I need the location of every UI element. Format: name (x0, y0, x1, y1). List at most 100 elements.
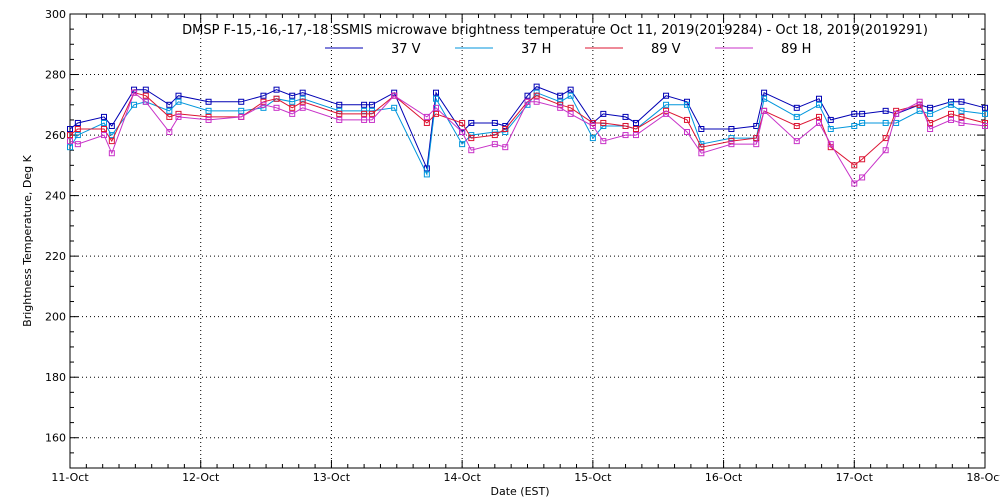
data-point (815, 101, 822, 108)
data-point (108, 138, 115, 145)
data-point (368, 110, 375, 117)
data-point (948, 110, 955, 117)
plot-frame (69, 13, 986, 469)
y-tick-label: 240 (45, 190, 66, 203)
legend-label: 89 H (781, 42, 811, 57)
data-point (567, 86, 574, 93)
data-point (166, 113, 173, 120)
data-point (238, 98, 245, 105)
data-point (683, 129, 690, 136)
data-point (423, 171, 430, 178)
data-point (299, 104, 306, 111)
data-point (433, 110, 439, 117)
data-point (632, 119, 639, 126)
y-tick-label: 180 (45, 371, 66, 384)
data-point (74, 119, 81, 126)
data-point (289, 110, 296, 117)
data-point (131, 101, 138, 108)
data-point (761, 107, 768, 114)
data-point (175, 98, 182, 105)
data-point (336, 110, 343, 117)
data-point (166, 107, 173, 114)
data-point (205, 98, 212, 105)
data-point (859, 119, 866, 126)
data-point (289, 98, 296, 105)
data-point (893, 110, 900, 117)
y-tick-label: 260 (45, 129, 66, 142)
data-point (567, 104, 574, 111)
data-point (958, 119, 965, 126)
legend-label: 37 V (391, 42, 421, 57)
data-point (663, 92, 670, 99)
data-point (600, 119, 607, 126)
data-point (289, 104, 296, 111)
data-point (859, 174, 866, 181)
x-tick-label: 17-Oct (836, 471, 874, 484)
data-point (927, 126, 934, 133)
data-point (273, 104, 280, 111)
x-tick-label: 16-Oct (705, 471, 743, 484)
data-point (74, 126, 81, 133)
data-point (589, 122, 596, 129)
data-point (108, 122, 115, 129)
data-point (982, 119, 988, 126)
data-point (142, 86, 149, 93)
data-point (882, 135, 889, 142)
data-point (289, 92, 296, 99)
series-37-h (67, 89, 988, 178)
data-point (205, 116, 212, 123)
data-point (391, 92, 398, 99)
data-point (67, 132, 73, 139)
data-point (728, 141, 735, 148)
data-point (433, 89, 439, 96)
data-point (567, 110, 574, 117)
data-point (491, 119, 498, 126)
data-point (260, 98, 267, 105)
data-point (982, 104, 988, 111)
data-point (622, 113, 629, 120)
x-tick-label: 14-Oct (443, 471, 481, 484)
data-point (336, 101, 343, 108)
data-point (793, 113, 800, 120)
data-point (948, 101, 955, 108)
data-point (851, 122, 858, 129)
series-89-h (67, 89, 988, 187)
data-point (368, 101, 375, 108)
data-point (600, 110, 607, 117)
x-tick-label: 15-Oct (574, 471, 612, 484)
data-point (982, 110, 988, 117)
data-point (958, 107, 965, 114)
data-point (728, 135, 735, 142)
data-point (336, 107, 343, 114)
legend: 37 V 37 H 89 V 89 H (325, 42, 811, 57)
data-point (433, 95, 439, 102)
data-point (567, 92, 574, 99)
data-point (459, 119, 466, 126)
data-point (468, 147, 475, 154)
data-point (663, 101, 670, 108)
data-point (459, 129, 466, 136)
data-point (391, 104, 398, 111)
data-point (238, 107, 245, 114)
y-tick-labels: 160 180 200 220 240 260 280 300 (45, 8, 66, 445)
data-point (927, 110, 934, 117)
axis-ticks (69, 13, 986, 469)
data-point (100, 132, 107, 139)
data-point (851, 110, 858, 117)
data-point (632, 126, 639, 133)
data-point (131, 89, 138, 96)
y-tick-label: 280 (45, 69, 66, 82)
series-line (69, 91, 986, 185)
data-point (491, 141, 498, 148)
data-point (793, 138, 800, 145)
data-point (753, 135, 760, 142)
data-point (175, 92, 182, 99)
data-point (728, 126, 735, 133)
data-point (622, 132, 629, 139)
data-point (502, 126, 509, 133)
data-point (958, 113, 965, 120)
data-point (100, 113, 107, 120)
data-point (589, 135, 596, 142)
data-point (859, 156, 866, 163)
data-point (761, 95, 768, 102)
